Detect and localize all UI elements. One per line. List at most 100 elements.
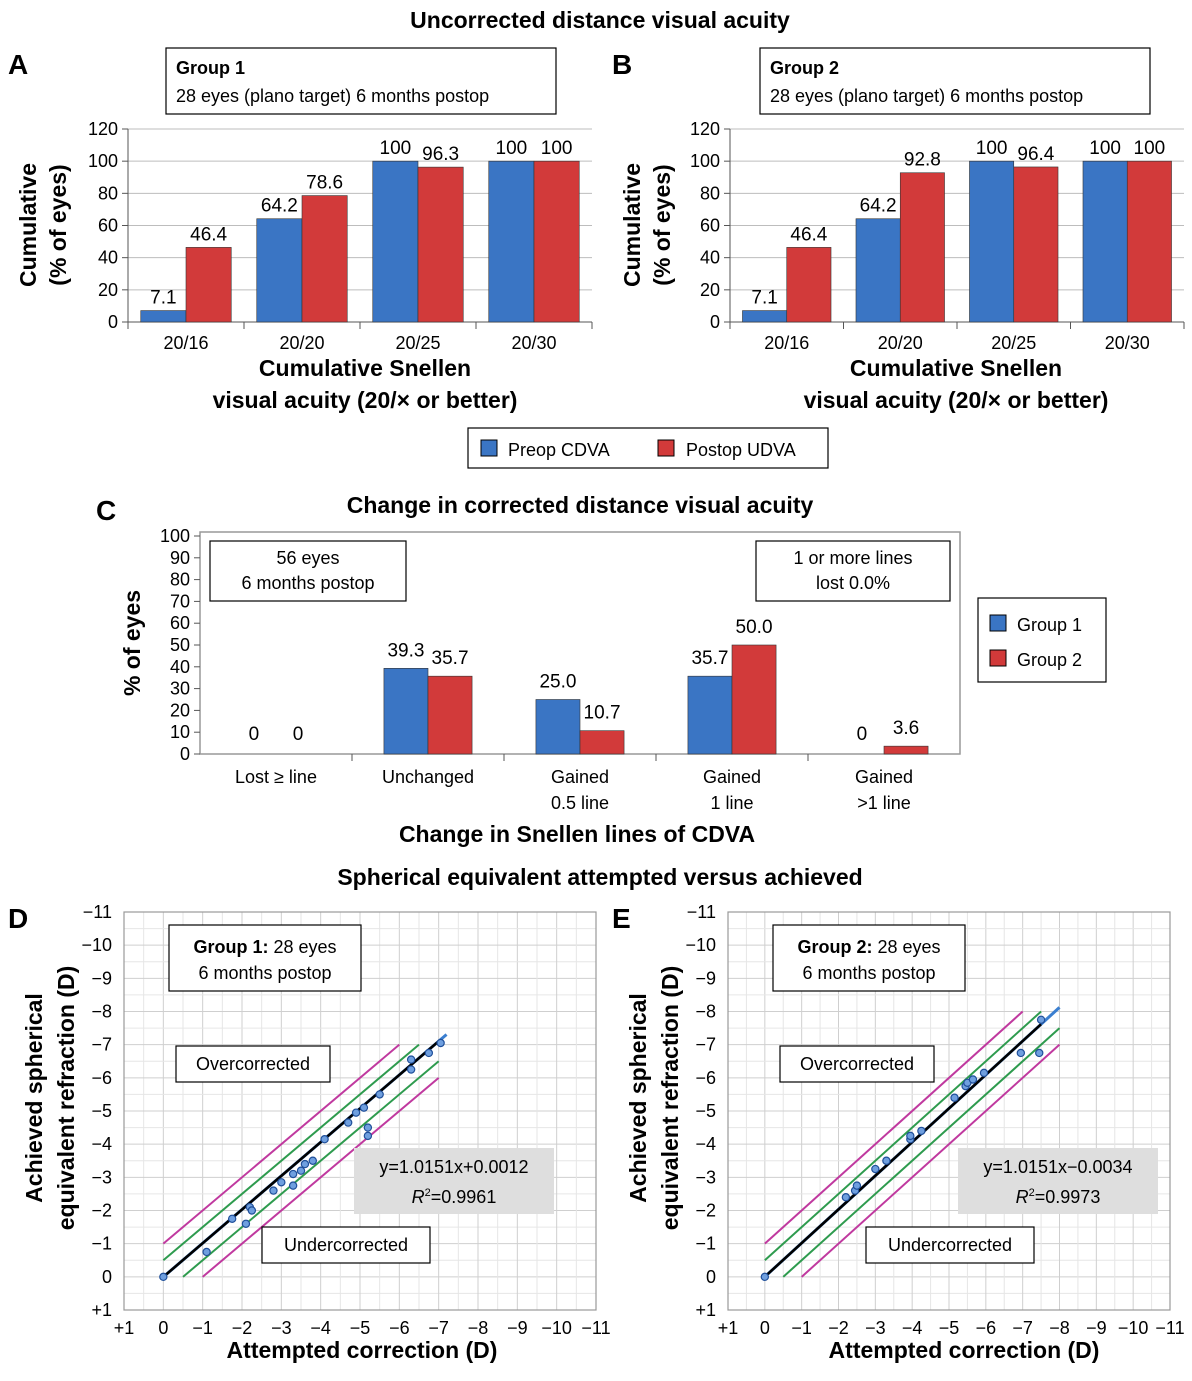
panel-d-xtick-label: −5 (350, 1318, 371, 1338)
panel-c-ytick-label: 20 (170, 700, 190, 720)
panel-c-bar-2 (883, 745, 929, 755)
panel-e-ytick-label: −3 (695, 1167, 716, 1187)
panel-e-over-1d-line (764, 1010, 1024, 1245)
panel-a-ytick-label: 0 (108, 312, 118, 332)
panel-d-data-point (406, 1065, 416, 1074)
panel-c-data-label: 3.6 (893, 718, 919, 739)
panel-a-xtick-label: 20/25 (395, 333, 440, 353)
panel-d-xtick-label: −10 (541, 1318, 572, 1338)
panel-d-data-point (277, 1178, 286, 1187)
panel-b-bar-1 (1082, 160, 1128, 323)
panel-c-xtick-label: Lost ≥ line (235, 767, 317, 787)
panel-c-ytick-label: 60 (170, 613, 190, 633)
panel-c-ytick-label: 40 (170, 657, 190, 677)
panel-e-ytick-label: −4 (695, 1134, 716, 1154)
panel-a-ytick-label: 80 (98, 183, 118, 203)
panel-e-info-line-2: 6 months postop (802, 963, 935, 983)
panel-e-xtick-label: −7 (1012, 1318, 1033, 1338)
panel-d-plot-frame (123, 911, 597, 1311)
panel-b-ytick-label: 20 (700, 280, 720, 300)
panel-b-bar-1 (742, 310, 788, 323)
panel-a-box-title: Group 1 (176, 58, 245, 78)
panel-e-xtick-label: −8 (1049, 1318, 1070, 1338)
panel-b-box-sub: 28 eyes (plano target) 6 months postop (770, 86, 1083, 106)
panel-d-data-point (363, 1123, 373, 1132)
panel-d-fit-line (162, 1040, 440, 1278)
panel-d-ytick-label: −5 (91, 1101, 112, 1121)
panel-d-xtick-label: 0 (158, 1318, 168, 1338)
panel-e-equation-box (958, 1148, 1158, 1214)
panel-e-ytick-label: +1 (695, 1300, 716, 1320)
panel-d-data-point (375, 1090, 384, 1099)
panel-c-ytick-label: 50 (170, 635, 190, 655)
panel-b-data-label: 96.4 (1017, 144, 1054, 165)
panel-d-ytick-label: −6 (91, 1068, 112, 1088)
legend-c-swatch-1 (989, 614, 1007, 632)
panel-b-chart: Group 2 28 eyes (plano target) 6 months … (619, 47, 1185, 413)
panel-d-r2-sup: 2 (425, 1187, 431, 1199)
panel-e-info-box (772, 924, 966, 992)
panel-d-ytick-label: +1 (91, 1300, 112, 1320)
panel-b-ylabel-1: Cumulative (619, 163, 645, 287)
se-section-title: Spherical equivalent attempted versus ac… (337, 864, 862, 890)
panel-b-data-label: 46.4 (790, 224, 827, 245)
panel-a-xtick-label: 20/30 (511, 333, 556, 353)
panel-d-xtick-label: −11 (581, 1318, 610, 1338)
panel-d-equation-box (354, 1148, 554, 1214)
panel-d-ytick-label: 0 (102, 1267, 112, 1287)
panel-a-xtick-label: 20/20 (279, 333, 324, 353)
panel-e-r2: R2=0.9973 (1016, 1187, 1101, 1207)
panel-a-chart: Group 1 28 eyes (plano target) 6 months … (15, 47, 593, 413)
panel-a-ytick-label: 60 (98, 216, 118, 236)
panel-e-ytick-label: −1 (695, 1234, 716, 1254)
panel-e-data-point (906, 1131, 915, 1141)
panel-d-data-point (202, 1247, 211, 1257)
panel-e-ytick-label: −5 (695, 1101, 716, 1121)
panel-e-plot-frame (727, 911, 1171, 1311)
panel-c-left-box-1: 56 eyes (276, 548, 339, 568)
panel-b-ytick-label: 0 (710, 312, 720, 332)
panel-d-info-line-2: 6 months postop (198, 963, 331, 983)
legend-ab-swatch-2 (657, 439, 675, 457)
panel-e-ytick-label: −9 (695, 968, 716, 988)
panel-a-ylabel-2: (% of eyes) (45, 164, 71, 285)
panel-e-equation: y=1.0151x−0.0034 (983, 1157, 1132, 1177)
panel-a-bar-2 (301, 195, 348, 323)
panel-e-ytick-label: −11 (687, 902, 716, 922)
panel-a-ytick-label: 100 (88, 151, 118, 171)
panel-c-data-label: 35.7 (691, 648, 728, 669)
panel-d-under-label: Undercorrected (284, 1235, 408, 1255)
panel-b-bar-2 (786, 247, 832, 323)
panel-c-right-box-2: lost 0.0% (816, 573, 890, 593)
panel-d-xtick-label: −4 (310, 1318, 331, 1338)
panel-a-ytick-label: 120 (88, 119, 118, 139)
panel-a-ylabel-1: Cumulative (15, 163, 41, 287)
legend-c-label-2: Group 2 (1017, 650, 1082, 670)
panel-d-over-1d-line (162, 1043, 400, 1245)
panel-d-data-point (227, 1214, 237, 1223)
panel-a-data-label: 7.1 (150, 288, 176, 309)
panel-d-data-point (159, 1272, 168, 1282)
panel-c-xtick-label: Gained (855, 767, 913, 787)
panel-e-data-point (979, 1068, 989, 1078)
panel-a-bar-1 (372, 160, 419, 323)
panel-d-data-point (269, 1186, 278, 1195)
panel-e-chart: Achieved spherical equivalent refraction… (625, 902, 1185, 1363)
panel-e-ylabel-1: Achieved spherical (625, 993, 651, 1203)
panel-a-info-box (165, 47, 557, 115)
panel-b-ylabel-2: (% of eyes) (649, 164, 675, 285)
panel-b-data-label: 64.2 (860, 196, 897, 217)
panel-d-data-point (344, 1118, 353, 1127)
legend-c-swatch-2 (989, 649, 1007, 667)
panel-b-xtick-label: 20/20 (878, 333, 923, 353)
panel-b-ytick-label: 80 (700, 183, 720, 203)
panel-d-data-point (247, 1206, 257, 1215)
panel-c-ytick-label: 80 (170, 570, 190, 590)
panel-c-xtick-label: Gained (551, 767, 609, 787)
panel-c-data-label: 25.0 (539, 672, 576, 693)
panel-c-bar-2 (427, 675, 473, 755)
panel-d-ytick-label: −3 (91, 1167, 112, 1187)
panel-c-xtick-label: Gained (703, 767, 761, 787)
panel-d-info-bold: Group 1: (193, 937, 268, 957)
panel-d-xtick-label: −2 (232, 1318, 253, 1338)
